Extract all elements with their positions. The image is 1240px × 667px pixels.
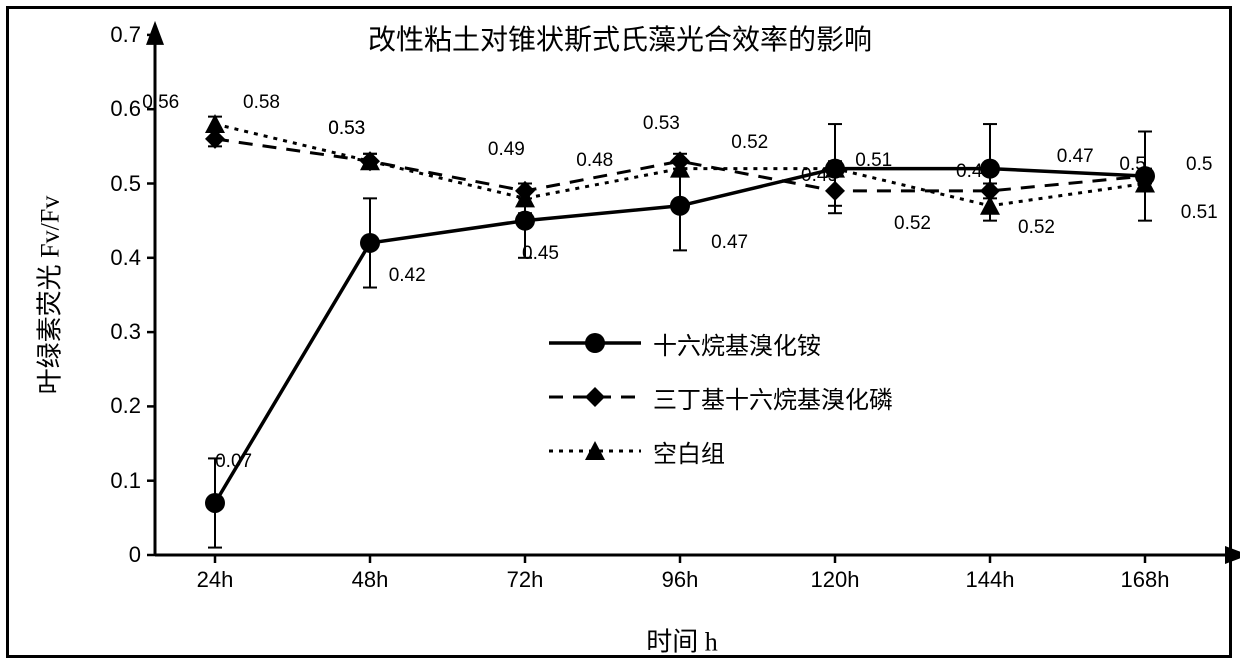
data-value-label: 0.58 <box>243 92 280 114</box>
x-tick-label: 72h <box>507 567 544 593</box>
x-tick-label: 24h <box>197 567 234 593</box>
data-value-label: 0.45 <box>522 243 559 265</box>
legend-item: 空白组 <box>545 426 893 476</box>
x-tick-label: 168h <box>1121 567 1170 593</box>
y-tick-label: 0.1 <box>110 468 141 494</box>
data-value-label: 0.49 <box>801 165 838 187</box>
x-tick-label: 120h <box>811 567 860 593</box>
line-chart: 改性粘土对锥状斯式氏藻光合效率的影响 叶绿素荧光 Fv/Fv 时间 h 00.1… <box>0 0 1240 667</box>
data-value-label: 0.5 <box>1186 154 1212 176</box>
y-tick-label: 0.6 <box>110 96 141 122</box>
data-value-label: 0.52 <box>731 132 768 154</box>
data-value-label: 0.51 <box>1181 202 1218 224</box>
x-tick-label: 144h <box>966 567 1015 593</box>
legend-item: 三丁基十六烷基溴化磷 <box>545 372 893 422</box>
data-value-label: 0.47 <box>1057 146 1094 168</box>
data-value-label: 0.49 <box>488 139 525 161</box>
data-value-label: 0.52 <box>894 213 931 235</box>
data-value-label: 0.53 <box>643 113 680 135</box>
data-value-label: 0.56 <box>142 92 179 114</box>
data-value-label: 0.47 <box>711 232 748 254</box>
y-tick-label: 0 <box>129 542 141 568</box>
data-value-label: 0.49 <box>956 161 993 183</box>
data-value-label: 0.51 <box>855 150 892 172</box>
legend-label: 三丁基十六烷基溴化磷 <box>653 380 893 415</box>
y-tick-label: 0.4 <box>110 245 141 271</box>
y-tick-label: 0.3 <box>110 319 141 345</box>
legend-label: 十六烷基溴化铵 <box>653 326 821 361</box>
y-tick-label: 0.5 <box>110 171 141 197</box>
data-value-label: 0.5 <box>1119 154 1145 176</box>
data-value-label: 0.42 <box>389 265 426 287</box>
x-tick-label: 48h <box>352 567 389 593</box>
data-value-label: 0.48 <box>576 150 613 172</box>
data-value-label: 0.07 <box>215 451 252 473</box>
data-value-label: 0.53 <box>328 118 365 140</box>
y-tick-label: 0.2 <box>110 393 141 419</box>
legend-item: 十六烷基溴化铵 <box>545 318 893 368</box>
data-value-label: 0.52 <box>1018 217 1055 239</box>
x-tick-label: 96h <box>662 567 699 593</box>
legend: 十六烷基溴化铵三丁基十六烷基溴化磷空白组 <box>545 318 893 480</box>
y-tick-label: 0.7 <box>110 22 141 48</box>
legend-label: 空白组 <box>653 434 725 469</box>
